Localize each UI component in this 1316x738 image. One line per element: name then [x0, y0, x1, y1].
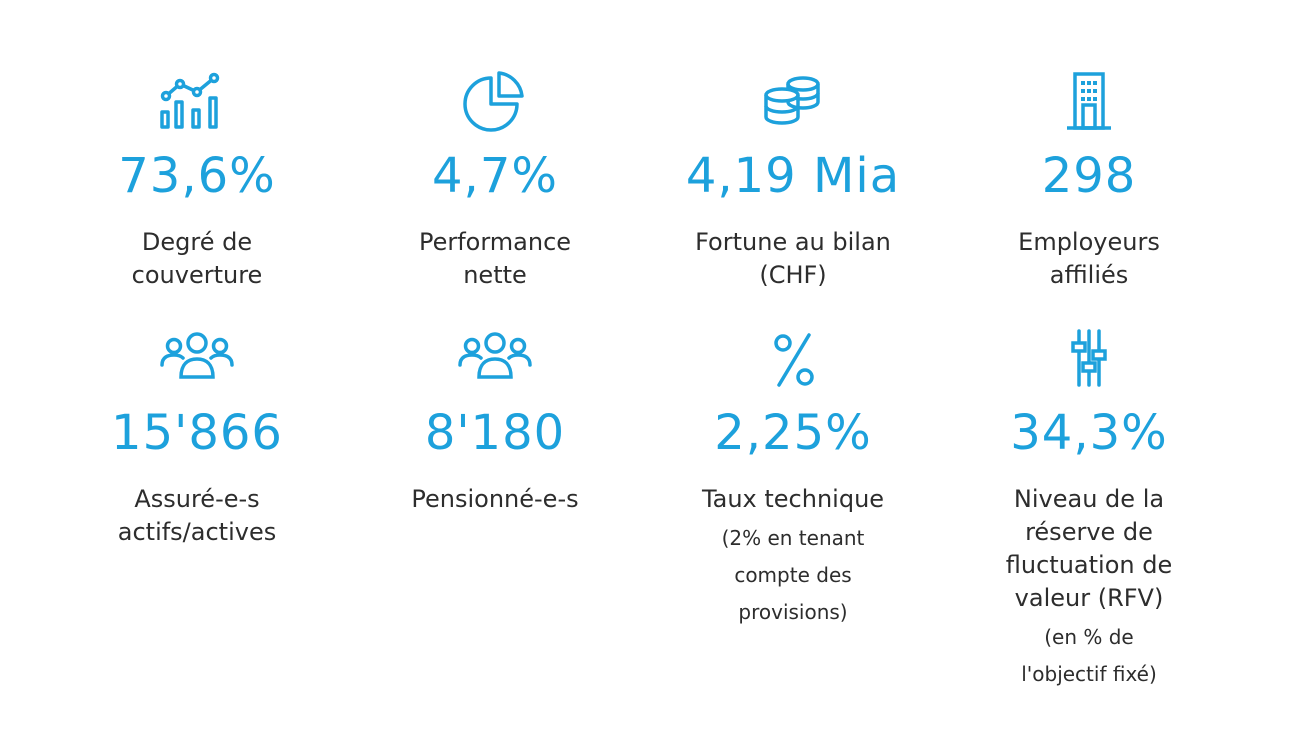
sliders-icon	[1049, 327, 1129, 391]
stat-fortune: 4,19 Mia Fortune au bilan (CHF)	[643, 70, 943, 292]
stat-value: 4,7%	[432, 148, 558, 204]
stat-employers: 298 Employeurs affiliés	[939, 70, 1239, 292]
stat-value: 298	[1041, 148, 1137, 204]
stat-label: Fortune au bilan (CHF)	[695, 228, 891, 289]
building-icon	[1049, 70, 1129, 134]
stat-pensioners: 8'180 Pensionné-e-s	[345, 327, 645, 516]
stat-performance: 4,7% Performance nette	[345, 70, 645, 292]
stat-technical-rate: 2,25% Taux technique (2% en tenant compt…	[643, 327, 943, 631]
stat-label: Employeurs affiliés	[1018, 228, 1160, 289]
chart-icon	[157, 70, 237, 134]
people-icon	[157, 327, 237, 391]
people-icon	[455, 327, 535, 391]
stat-label: Taux technique	[701, 485, 885, 513]
percent-icon	[753, 327, 833, 391]
stat-coverage: 73,6% Degré de couverture	[47, 70, 347, 292]
stat-value: 15'866	[111, 405, 283, 461]
stat-value: 2,25%	[714, 405, 872, 461]
stat-value: 4,19 Mia	[685, 148, 901, 204]
stat-value: 8'180	[424, 405, 566, 461]
stat-value: 34,3%	[1010, 405, 1168, 461]
stat-insured: 15'866 Assuré-e-s actifs/actives	[47, 327, 347, 549]
stat-label: Performance nette	[418, 228, 572, 289]
stat-note: (2% en tenant compte des provisions)	[721, 526, 865, 624]
stat-label: Pensionné-e-s	[411, 485, 579, 513]
stat-note: (en % de l'objectif fixé)	[1021, 625, 1157, 686]
stat-rfv: 34,3% Niveau de la réserve de fluctuatio…	[939, 327, 1239, 693]
stat-label: Niveau de la réserve de fluctuation de v…	[1005, 485, 1173, 612]
pie-chart-icon	[455, 70, 535, 134]
coins-icon	[753, 70, 833, 134]
stat-value: 73,6%	[118, 148, 276, 204]
stat-label: Assuré-e-s actifs/actives	[117, 485, 277, 546]
stat-label: Degré de couverture	[131, 228, 263, 289]
